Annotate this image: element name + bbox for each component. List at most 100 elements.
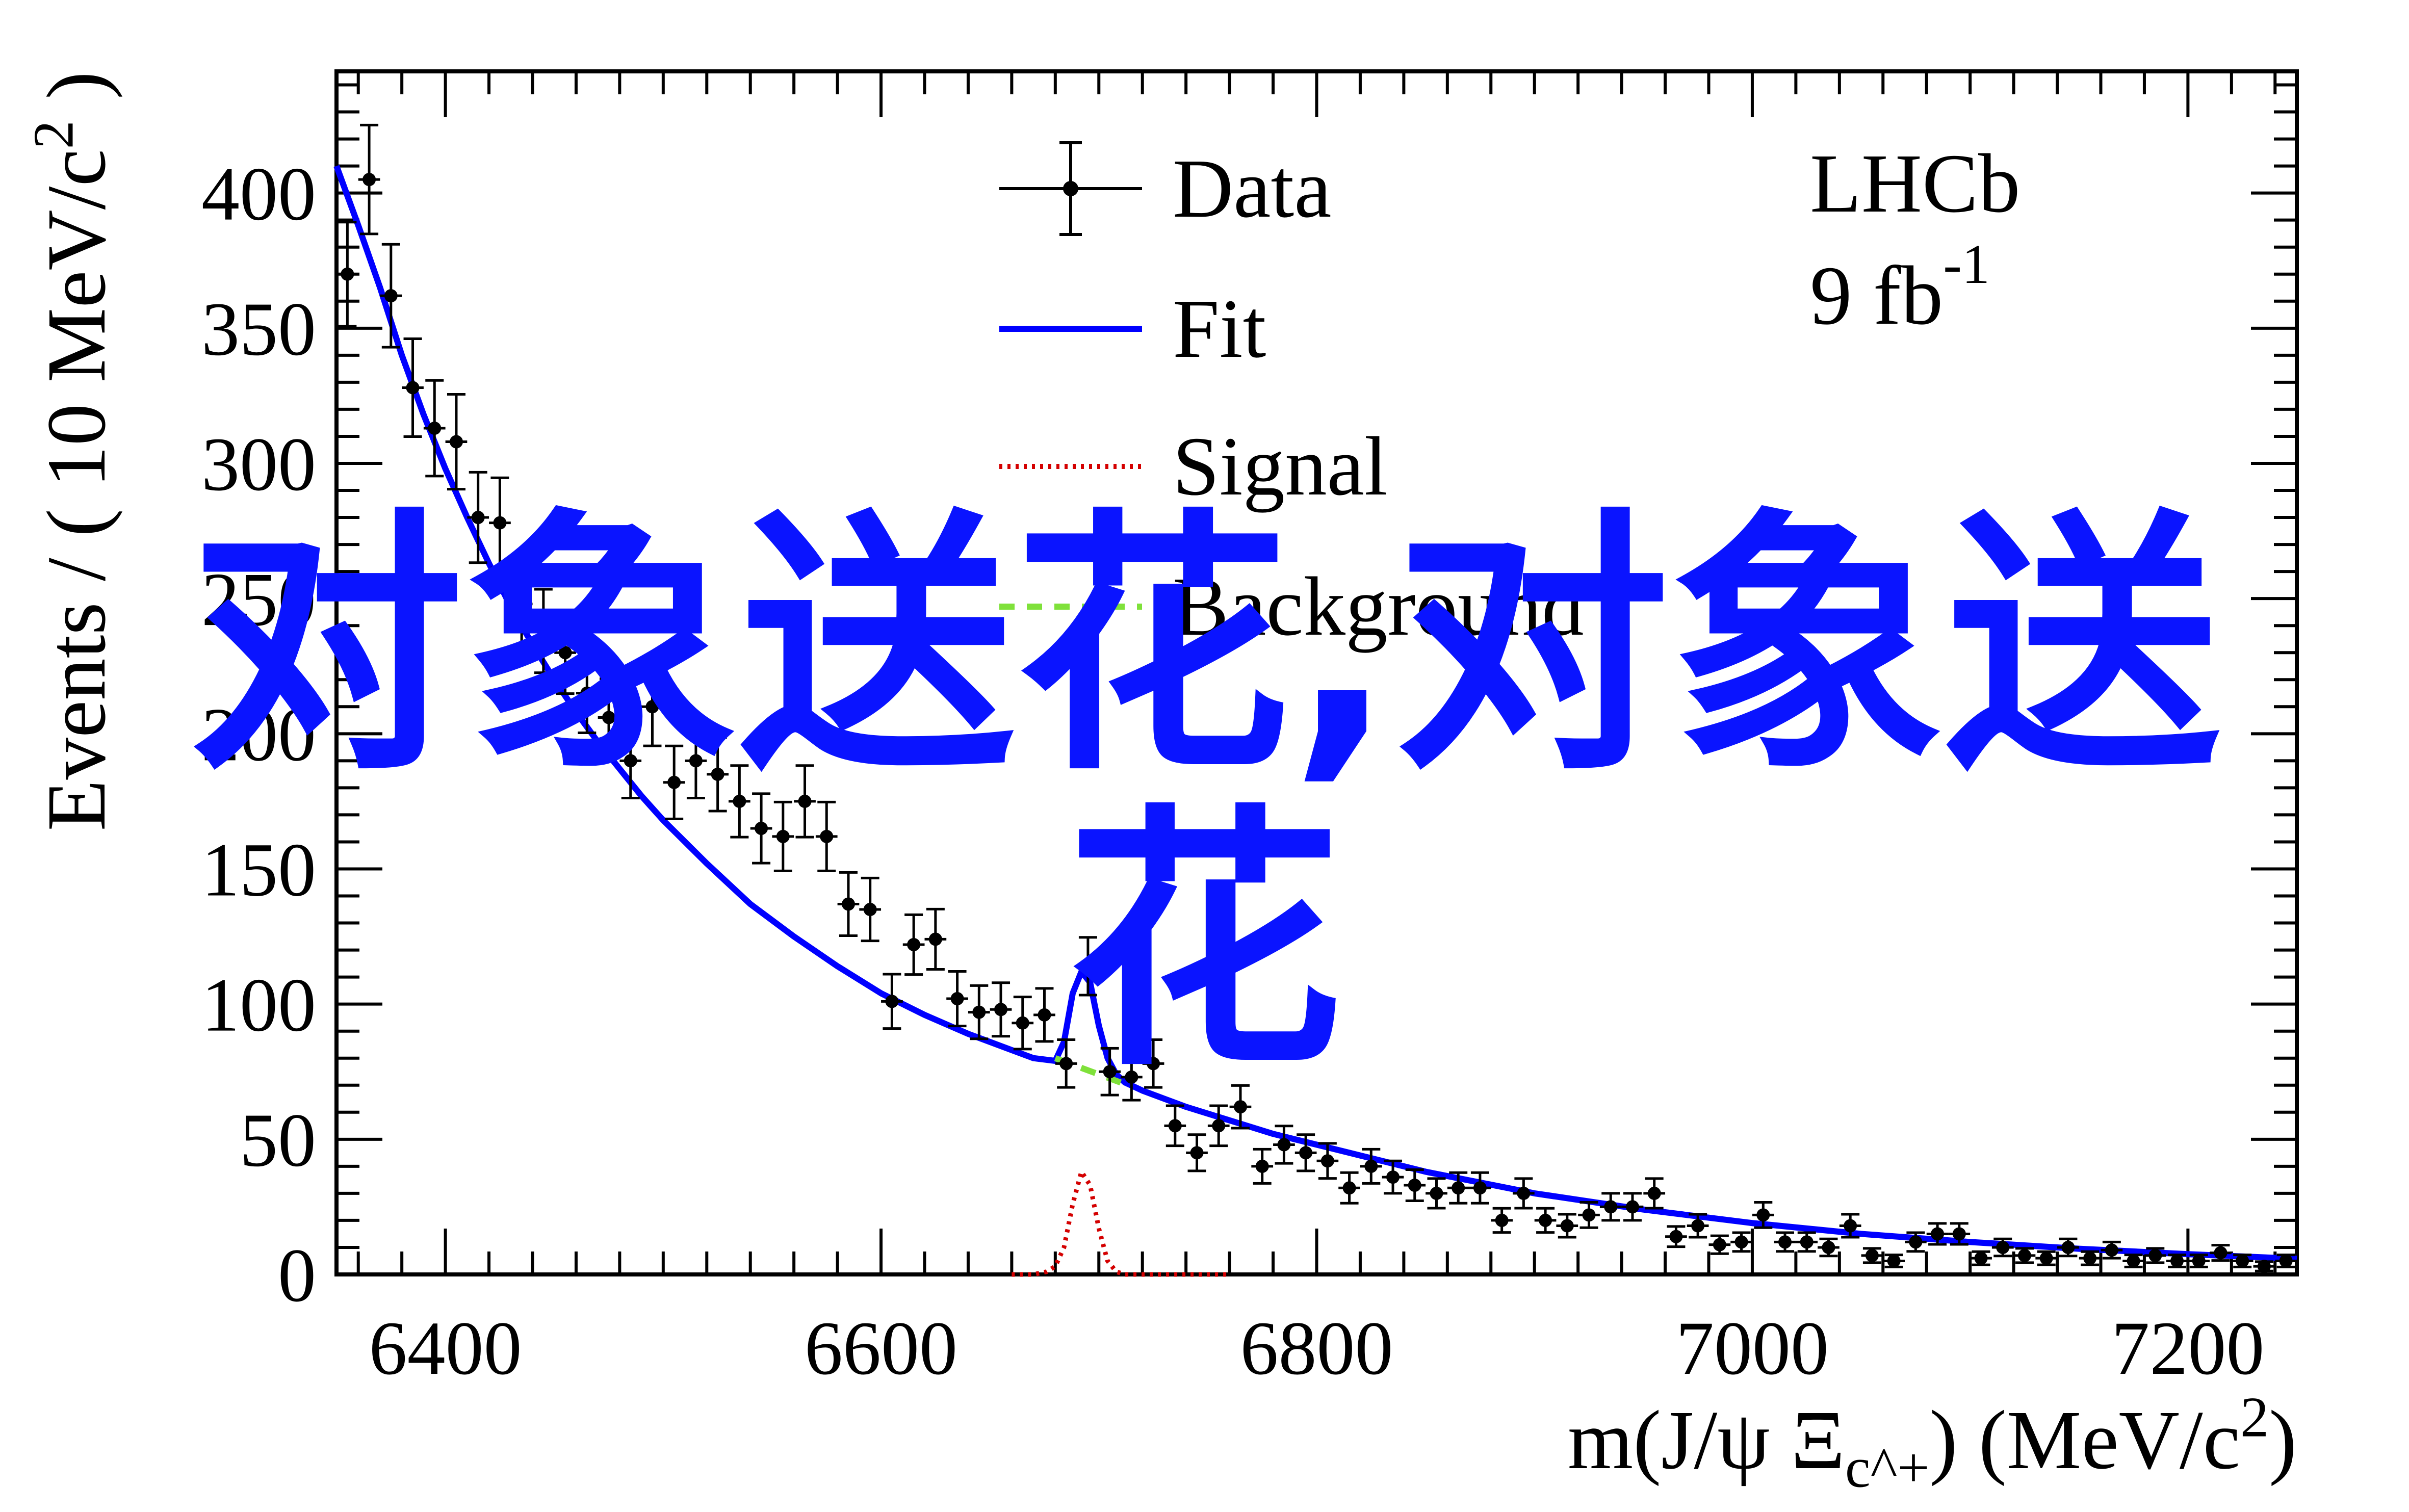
data-marker	[515, 597, 529, 611]
data-marker	[689, 754, 703, 768]
data-point	[2013, 1247, 2036, 1264]
data-marker	[471, 511, 485, 525]
data-marker	[1408, 1178, 1421, 1192]
data-point	[1534, 1207, 1557, 1234]
data-marker	[645, 700, 659, 714]
data-point	[1099, 1047, 1121, 1097]
luminosity-label: 9 fb-1	[1810, 233, 1990, 342]
data-point	[1164, 1104, 1186, 1148]
data-point	[1273, 1125, 1295, 1165]
data-point	[1991, 1237, 2014, 1258]
data-point	[1774, 1231, 1796, 1253]
data-marker	[1147, 1057, 1160, 1071]
data-point	[1839, 1213, 1861, 1239]
data-marker	[994, 1003, 1008, 1016]
data-point	[554, 610, 576, 695]
data-marker	[1778, 1235, 1792, 1249]
y-tick-label: 300	[201, 422, 316, 507]
data-point	[685, 722, 707, 799]
data-point	[2101, 1240, 2123, 1260]
data-point	[619, 722, 642, 799]
x-tick-label: 7200	[2111, 1306, 2264, 1391]
data-point	[1121, 1053, 1143, 1102]
data-marker	[2236, 1254, 2249, 1268]
legend-entry-signal: Signal	[999, 420, 1388, 513]
data-marker	[2083, 1252, 2097, 1265]
data-marker	[841, 897, 855, 911]
data-point	[750, 792, 772, 865]
data-point	[1338, 1171, 1360, 1205]
data-marker	[1865, 1248, 1879, 1262]
data-point	[1251, 1148, 1274, 1185]
data-point	[1861, 1247, 1883, 1264]
data-marker	[2279, 1254, 2293, 1268]
data-point	[902, 913, 925, 976]
data-marker	[1887, 1254, 1901, 1268]
data-point	[467, 471, 489, 564]
data-marker	[885, 995, 899, 1008]
data-marker	[733, 794, 746, 808]
data-marker	[820, 829, 834, 843]
data-marker	[449, 435, 463, 449]
legend-label: Data	[1173, 142, 1331, 235]
y-tick-label: 150	[201, 827, 316, 912]
data-marker	[755, 821, 768, 835]
data-marker	[1299, 1146, 1313, 1160]
data-point	[2144, 1247, 2166, 1264]
data-marker	[1495, 1213, 1509, 1227]
data-marker	[711, 767, 724, 781]
data-marker	[1604, 1200, 1618, 1214]
data-point	[1012, 996, 1034, 1051]
data-marker	[972, 1005, 986, 1019]
data-marker	[1844, 1219, 1857, 1233]
x-tick-label: 6400	[369, 1306, 522, 1391]
data-marker	[776, 829, 790, 843]
data-point	[1316, 1142, 1339, 1180]
data-point	[663, 744, 685, 820]
data-marker	[1103, 1065, 1117, 1079]
data-marker	[1386, 1170, 1400, 1184]
data-marker	[2105, 1243, 2118, 1257]
data-marker	[1016, 1016, 1029, 1030]
x-axis-label: m(J/ψ Ξc^+​) (MeV/c2​)	[1568, 1386, 2297, 1499]
data-marker	[2127, 1254, 2140, 1268]
data-marker	[798, 794, 812, 808]
data-point	[402, 337, 424, 438]
data-point	[358, 123, 380, 236]
data-marker	[624, 754, 637, 768]
data-point	[1294, 1133, 1317, 1172]
x-tick-label: 7000	[1676, 1306, 1829, 1391]
data-point	[1142, 1038, 1164, 1089]
data-point	[2275, 1254, 2297, 1268]
data-marker	[1909, 1235, 1923, 1249]
data-point	[1360, 1148, 1382, 1185]
data-marker	[1931, 1227, 1945, 1241]
data-point	[1730, 1231, 1752, 1253]
data-marker	[1452, 1181, 1465, 1195]
data-point	[794, 764, 816, 839]
data-marker	[558, 646, 572, 660]
fit-curve	[333, 165, 2297, 1262]
data-marker	[2039, 1252, 2053, 1265]
data-marker	[667, 775, 681, 789]
data-point	[2057, 1237, 2079, 1258]
data-point	[2035, 1250, 2058, 1266]
data-marker	[1756, 1208, 1770, 1222]
data-marker	[1625, 1200, 1639, 1214]
legend-entry-fit: Fit	[999, 282, 1266, 375]
data-point	[1469, 1171, 1491, 1205]
y-tick-label: 100	[201, 963, 316, 1048]
data-point	[2210, 1244, 2232, 1262]
data-point	[1077, 936, 1099, 997]
x-tick-label: 6600	[805, 1306, 957, 1391]
data-marker	[863, 903, 877, 917]
data-marker	[2170, 1254, 2184, 1268]
data-marker	[2214, 1246, 2227, 1260]
data-marker	[1582, 1208, 1596, 1222]
data-marker	[1190, 1146, 1204, 1160]
data-point	[1033, 987, 1055, 1043]
data-marker	[950, 992, 964, 1006]
data-point	[1426, 1177, 1447, 1210]
data-marker	[2148, 1248, 2162, 1262]
legend-label: Background	[1173, 560, 1584, 653]
